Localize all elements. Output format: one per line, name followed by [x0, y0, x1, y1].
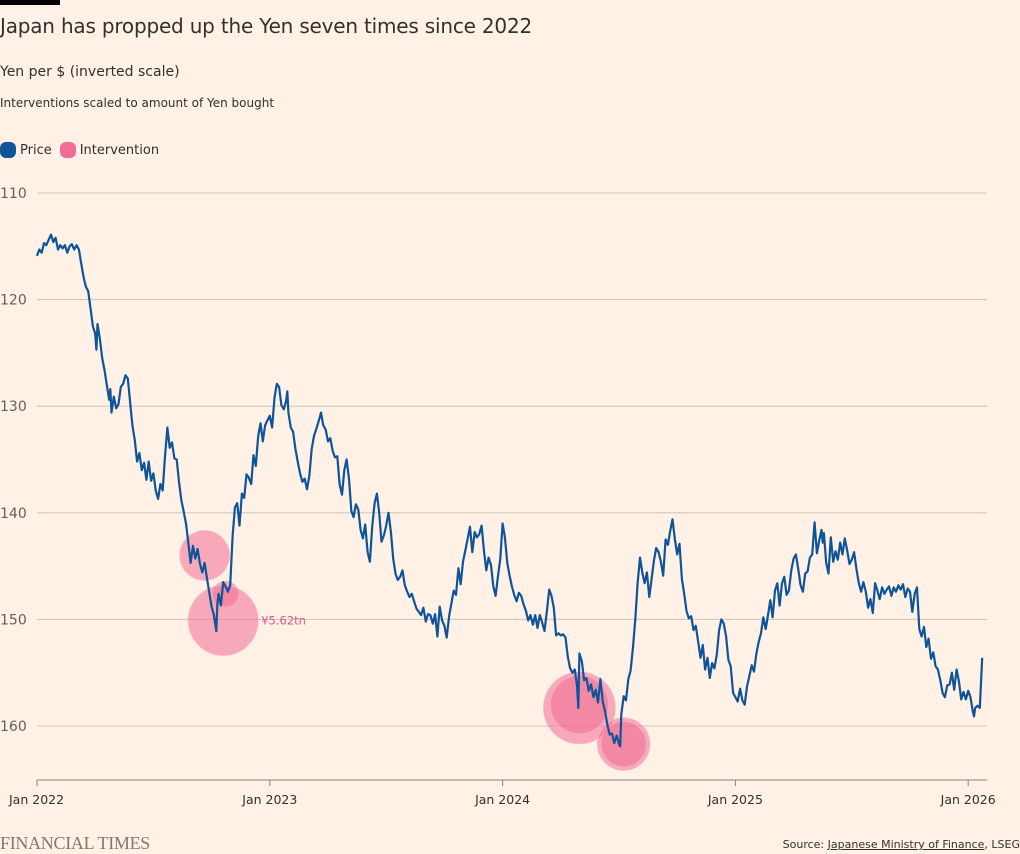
source-prefix: Source:: [782, 838, 828, 851]
x-tick-label: Jan 2026: [940, 792, 996, 807]
intervention-bubble: [187, 584, 259, 656]
source-suffix: , LSEG: [984, 838, 1020, 851]
legend: Price Intervention: [0, 142, 167, 158]
legend-label-intervention: Intervention: [79, 142, 160, 158]
intervention-label: ¥5.62tn: [261, 613, 306, 627]
y-tick-label: 130: [0, 399, 27, 415]
y-tick-label: 150: [0, 612, 27, 628]
chart-title: Japan has propped up the Yen seven times…: [0, 14, 532, 38]
intervention-bubble: [179, 530, 230, 581]
x-tick-label: Jan 2023: [241, 792, 297, 807]
chart-subtitle: Yen per $ (inverted scale): [0, 64, 180, 80]
x-tick-label: Jan 2024: [474, 792, 530, 807]
price-line: [35, 233, 984, 748]
x-tick-label: Jan 2022: [8, 792, 64, 807]
y-tick-label: 110: [0, 186, 27, 202]
y-tick-label: 140: [0, 506, 27, 522]
gridlines: [37, 192, 987, 727]
chart-note: Interventions scaled to amount of Yen bo…: [0, 96, 275, 110]
y-tick-label: 120: [0, 293, 27, 309]
price-line-group: [35, 233, 984, 748]
legend-item-intervention: Intervention: [59, 142, 160, 158]
x-tick-label: Jan 2025: [707, 792, 763, 807]
x-axis: Jan 2022 Jan 2023 Jan 2024 Jan 2025 Jan 2026: [8, 779, 996, 807]
legend-item-price: Price: [0, 142, 52, 158]
legend-swatch-intervention: [59, 142, 76, 158]
source-link[interactable]: Japanese Ministry of Finance: [827, 838, 985, 851]
intervention-bubbles: [179, 530, 651, 771]
annotations: ¥5.62tn: [261, 613, 306, 627]
y-axis-labels: 110 120 130 140 150 160: [0, 186, 27, 735]
source-note: Source: Japanese Ministry of Finance, LS…: [783, 838, 1020, 851]
ft-logo: FINANCIAL TIMES: [0, 833, 151, 853]
legend-swatch-price: [0, 142, 16, 158]
legend-label-price: Price: [20, 142, 52, 158]
y-tick-label: 160: [0, 719, 27, 735]
ft-top-bar: [0, 0, 60, 5]
